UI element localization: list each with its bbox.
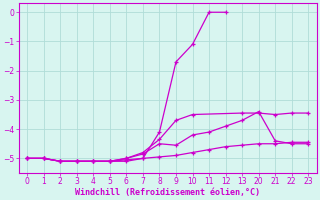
X-axis label: Windchill (Refroidissement éolien,°C): Windchill (Refroidissement éolien,°C) xyxy=(75,188,260,197)
